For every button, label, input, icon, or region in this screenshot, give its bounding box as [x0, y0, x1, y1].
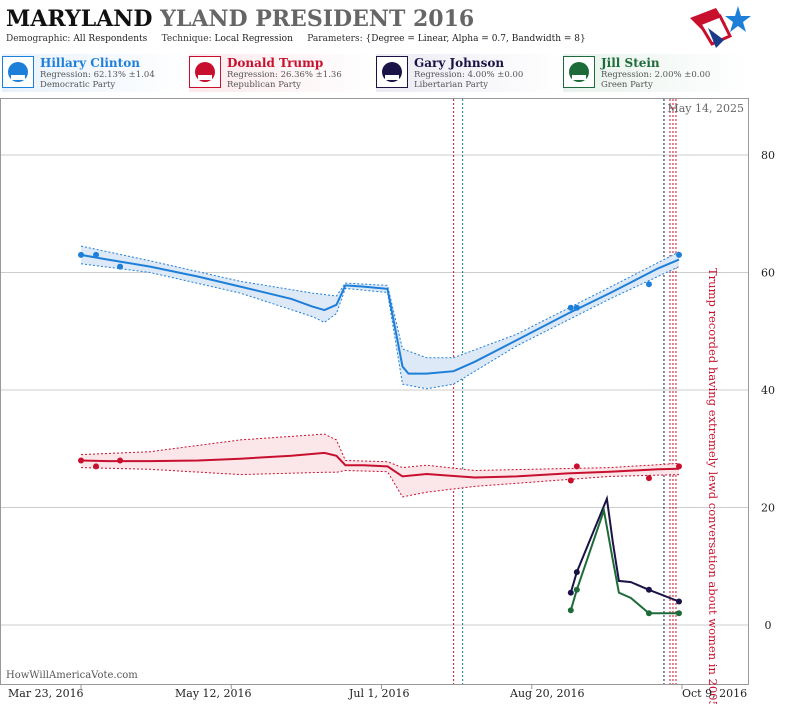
data-point	[645, 475, 652, 482]
series-line	[569, 506, 679, 615]
y-tick-label: 60	[761, 267, 775, 280]
candidate-regression: Regression: 4.00% ±0.00	[414, 70, 524, 80]
candidate-party: Green Party	[601, 80, 653, 90]
chart-title: MARYLAND YLAND PRESIDENT 2016	[6, 6, 474, 32]
data-point	[675, 463, 682, 470]
parameters-label: Parameters:	[307, 34, 363, 44]
data-point	[573, 586, 580, 593]
data-point	[567, 607, 574, 614]
liberty-icon	[376, 56, 408, 88]
series-line	[80, 253, 680, 375]
data-point	[675, 598, 682, 605]
data-point	[567, 304, 574, 311]
confidence-band	[81, 246, 679, 389]
site-logo-icon	[690, 6, 751, 48]
band-lower-line	[80, 263, 680, 390]
x-tick-label: Mar 23, 2016	[8, 687, 84, 700]
data-point	[117, 457, 124, 464]
candidate-party: Libertarian Party	[414, 80, 489, 90]
candidate-regression: Regression: 26.36% ±1.36	[227, 70, 342, 80]
data-point	[117, 263, 124, 270]
event-annotation: Trump recorded having extremely lewd con…	[706, 268, 720, 704]
data-point	[93, 251, 100, 258]
candidate-card: Gary Johnson Regression: 4.00% ±0.00 Liber…	[376, 54, 562, 92]
demographic-label: Demographic:	[6, 34, 71, 44]
plot-frame	[0, 98, 749, 685]
elephant-icon	[189, 56, 221, 88]
title-race: YLAND PRESIDENT 2016	[160, 6, 475, 32]
series-line	[80, 451, 680, 479]
x-tick-label: Oct 9, 2016	[682, 687, 748, 700]
data-point	[645, 281, 652, 288]
candidate-name: Jill Stein	[601, 56, 660, 70]
candidate-party: Democratic Party	[40, 80, 116, 90]
technique-label: Technique:	[161, 34, 212, 44]
data-point	[645, 610, 652, 617]
candidate-card: Hillary Clinton Regression: 62.13% ±1.04 D…	[2, 54, 188, 92]
band-lower-line	[80, 467, 680, 498]
data-point	[567, 477, 574, 484]
data-point	[675, 610, 682, 617]
candidate-card: Jill Stein Regression: 2.00% ±0.00 Green P…	[563, 54, 749, 92]
candidate-card: Donald Trump Regression: 26.36% ±1.36 Repu…	[189, 54, 375, 92]
data-point	[573, 569, 580, 576]
data-point	[573, 304, 580, 311]
y-tick-label: 40	[761, 384, 775, 397]
series-line	[569, 494, 680, 603]
demographic-value: All Respondents	[73, 34, 148, 44]
technique-value: Local Regression	[214, 34, 293, 44]
data-point	[573, 463, 580, 470]
band-upper-line	[80, 433, 680, 472]
data-point	[93, 463, 100, 470]
x-tick-label: Aug 20, 2016	[510, 687, 585, 700]
candidate-name: Hillary Clinton	[40, 56, 140, 70]
watermark: HowWillAmericaVote.com	[6, 670, 138, 681]
parameters-value: {Degree = Linear, Alpha = 0.7, Bandwidth…	[365, 34, 586, 44]
data-point	[675, 251, 682, 258]
candidate-name: Donald Trump	[227, 56, 324, 70]
candidate-party: Republican Party	[227, 80, 301, 90]
title-state: MARYLAND	[6, 6, 153, 32]
candidate-regression: Regression: 62.13% ±1.04	[40, 70, 155, 80]
x-tick-label: May 12, 2016	[175, 687, 252, 700]
leaf-icon	[563, 56, 595, 88]
candidate-regression: Regression: 2.00% ±0.00	[601, 70, 711, 80]
y-tick-label: 80	[761, 149, 775, 162]
data-point	[567, 589, 574, 596]
y-tick-label: 0	[765, 619, 772, 632]
chart-area: 0 20 40 60 80 May 14, 2025 HowWillAmericaVote.…	[0, 98, 775, 704]
y-tick-label: 20	[761, 502, 775, 515]
date-stamp: May 14, 2025	[667, 102, 744, 115]
data-point	[645, 586, 652, 593]
parameters-line: Demographic: All Respondents Technique: …	[6, 34, 586, 44]
data-point	[78, 251, 84, 258]
data-point	[78, 457, 84, 464]
candidate-name: Gary Johnson	[414, 56, 505, 70]
donkey-icon	[2, 56, 34, 88]
x-tick-label: Jul 1, 2016	[349, 687, 410, 700]
